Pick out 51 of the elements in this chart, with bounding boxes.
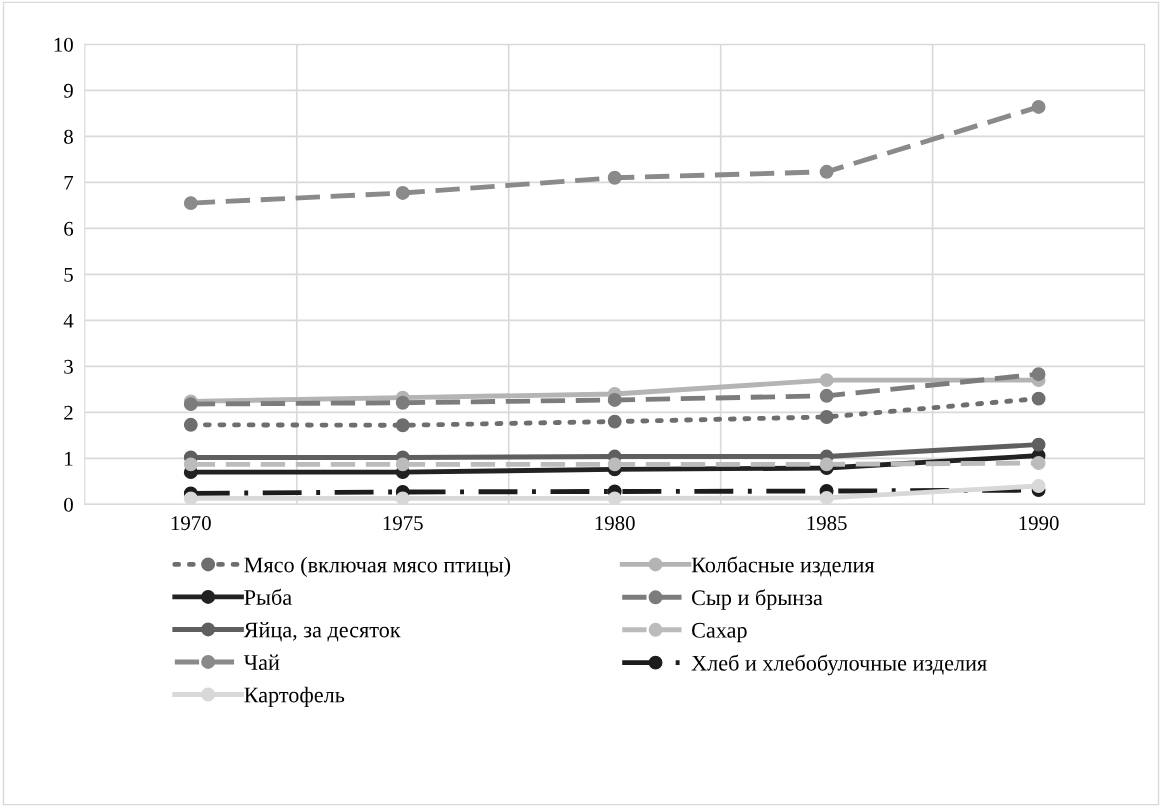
y-tick-label: 3 [64, 359, 73, 374]
point [607, 393, 622, 407]
point [819, 410, 834, 424]
point [183, 196, 198, 211]
point [395, 418, 410, 433]
point [395, 457, 410, 472]
point [819, 490, 834, 505]
legend-label: Мясо (включая мясо птицы) [244, 556, 511, 577]
point [819, 373, 834, 388]
x-tick-label: 1985 [807, 516, 847, 531]
x-tick-label: 1970 [171, 516, 211, 531]
point [819, 457, 834, 472]
y-tick-label: 2 [64, 405, 73, 420]
legend-label: Яйца, за десяток [243, 622, 401, 642]
point [1031, 391, 1046, 406]
y-tick-label: 1 [65, 451, 73, 466]
point [395, 395, 410, 410]
point [183, 417, 198, 432]
point [183, 457, 198, 472]
y-tick-label: 5 [64, 267, 73, 282]
legend-label: Хлеб и хлебобулочные изделия [691, 654, 987, 676]
point [395, 186, 410, 200]
legend-label: Чай [243, 654, 280, 670]
legend-label: Колбасные изделия [691, 556, 875, 577]
point [819, 388, 834, 403]
y-tick-label: 9 [63, 83, 73, 98]
point [1031, 99, 1046, 114]
point [1031, 456, 1046, 470]
legend-label: Сахар [692, 622, 747, 643]
legend-label: Рыба [244, 588, 292, 605]
y-tick-label: 8 [64, 129, 73, 144]
point [1031, 479, 1046, 493]
y-tick-label: 10 [54, 37, 73, 52]
point [183, 491, 198, 505]
point [607, 491, 622, 505]
y-tick-label: 6 [64, 221, 74, 236]
point [607, 170, 622, 185]
legend-label: Картофель [244, 686, 345, 707]
point [395, 491, 410, 505]
y-tick-label: 0 [64, 497, 73, 512]
point [1031, 367, 1046, 382]
y-tick-label: 7 [64, 175, 74, 190]
y-tick-label: 4 [63, 313, 74, 328]
legend-label: Сыр и брынза [692, 589, 823, 610]
point [819, 164, 834, 179]
x-tick-label: 1990 [1019, 516, 1059, 531]
x-tick-label: 1980 [595, 516, 635, 531]
point [1031, 437, 1046, 452]
point [607, 414, 622, 429]
point [607, 457, 622, 472]
x-tick-label: 1975 [383, 516, 423, 531]
